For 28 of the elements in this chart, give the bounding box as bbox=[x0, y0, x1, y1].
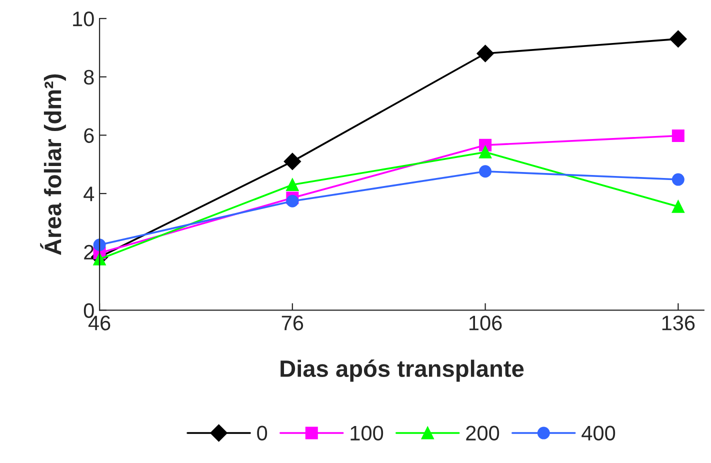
point bbox=[672, 200, 684, 213]
point bbox=[479, 165, 492, 178]
x-tick-label: 76 bbox=[282, 316, 304, 330]
y-tick-label: 4 bbox=[84, 186, 94, 202]
point bbox=[479, 146, 492, 158]
point bbox=[670, 30, 687, 48]
point bbox=[286, 194, 299, 208]
y-axis-title: Área foliar (dm²) bbox=[40, 74, 66, 255]
point bbox=[93, 252, 106, 266]
point bbox=[93, 238, 106, 252]
x-axis-title: Dias após transplante bbox=[280, 359, 524, 382]
y-tick-label: 8 bbox=[84, 70, 94, 85]
point bbox=[476, 44, 494, 62]
legend-label: 100 bbox=[350, 426, 384, 441]
x-tick-label: 106 bbox=[470, 316, 502, 330]
x-tick-label: 136 bbox=[662, 316, 695, 330]
legend-label: 200 bbox=[466, 426, 500, 441]
legend-label: 400 bbox=[582, 426, 616, 441]
point bbox=[284, 152, 301, 170]
x-tick-label: 46 bbox=[88, 316, 110, 330]
point bbox=[672, 173, 684, 186]
y-tick-label: 2 bbox=[84, 244, 94, 260]
y-tick-label: 6 bbox=[84, 128, 94, 143]
point bbox=[672, 130, 684, 142]
y-tick-label: 10 bbox=[73, 12, 94, 26]
legend-label: 0 bbox=[257, 426, 268, 441]
y-tick-label: 0 bbox=[84, 303, 94, 318]
point bbox=[286, 178, 299, 192]
